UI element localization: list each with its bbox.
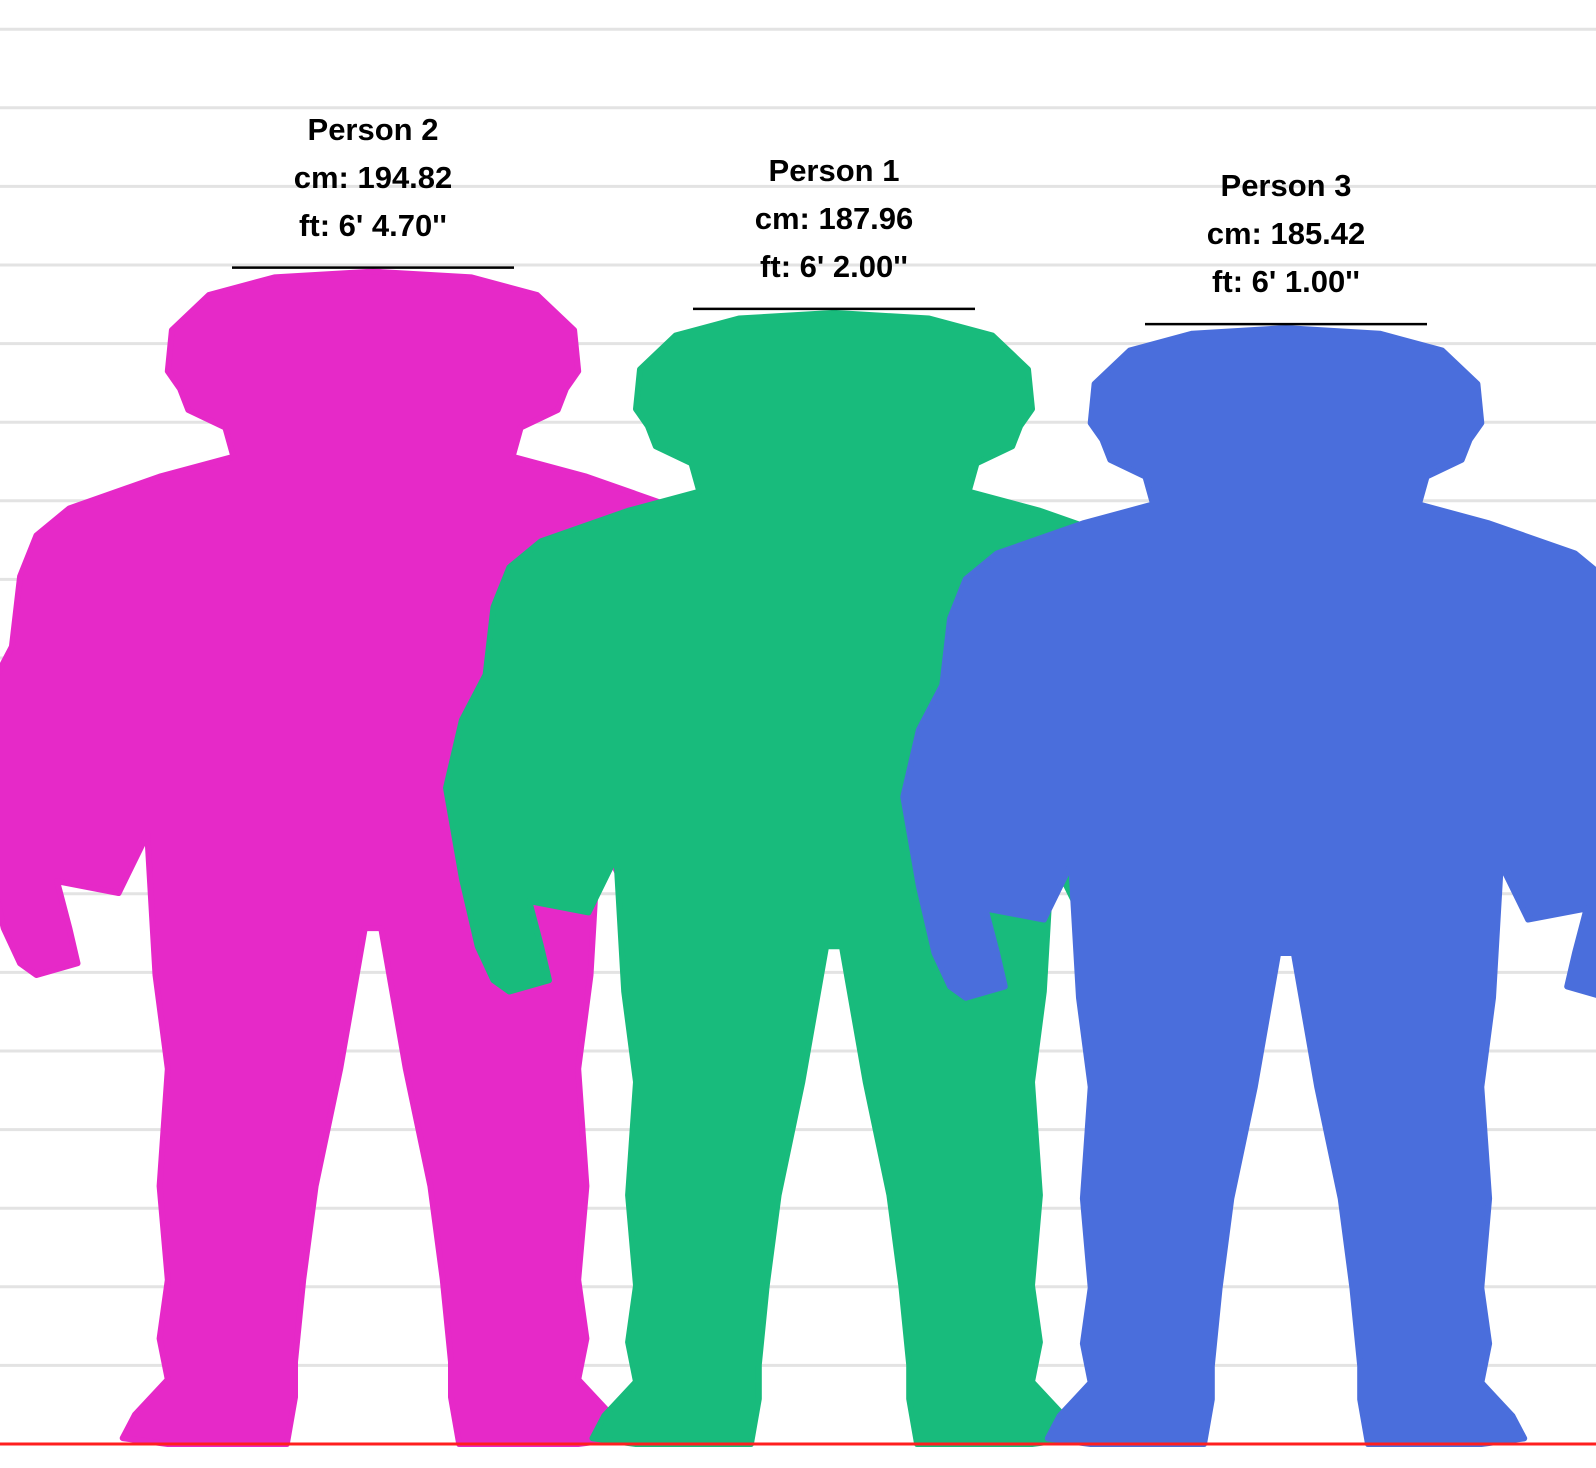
- person-ft: ft: 6' 4.70'': [299, 207, 447, 243]
- person-label-1: Person 1 cm: 187.96 ft: 6' 2.00'': [674, 147, 994, 291]
- person-ft: ft: 6' 1.00'': [1212, 264, 1360, 300]
- person-name: Person 3: [1220, 168, 1352, 204]
- person-label-0: Person 2 cm: 194.82 ft: 6' 4.70'': [213, 106, 533, 250]
- person-cm: cm: 194.82: [293, 159, 453, 195]
- person-silhouette: [900, 325, 1596, 1447]
- person-ft: ft: 6' 2.00'': [760, 248, 908, 284]
- height-markers: [232, 266, 1427, 326]
- person-silhouettes: [0, 268, 1596, 1447]
- person-name: Person 2: [307, 111, 439, 147]
- person-label-2: Person 3 cm: 185.42 ft: 6' 1.00'': [1126, 162, 1446, 306]
- person-cm: cm: 187.96: [754, 200, 914, 236]
- person-name: Person 1: [768, 152, 900, 188]
- person-cm: cm: 185.42: [1206, 216, 1366, 252]
